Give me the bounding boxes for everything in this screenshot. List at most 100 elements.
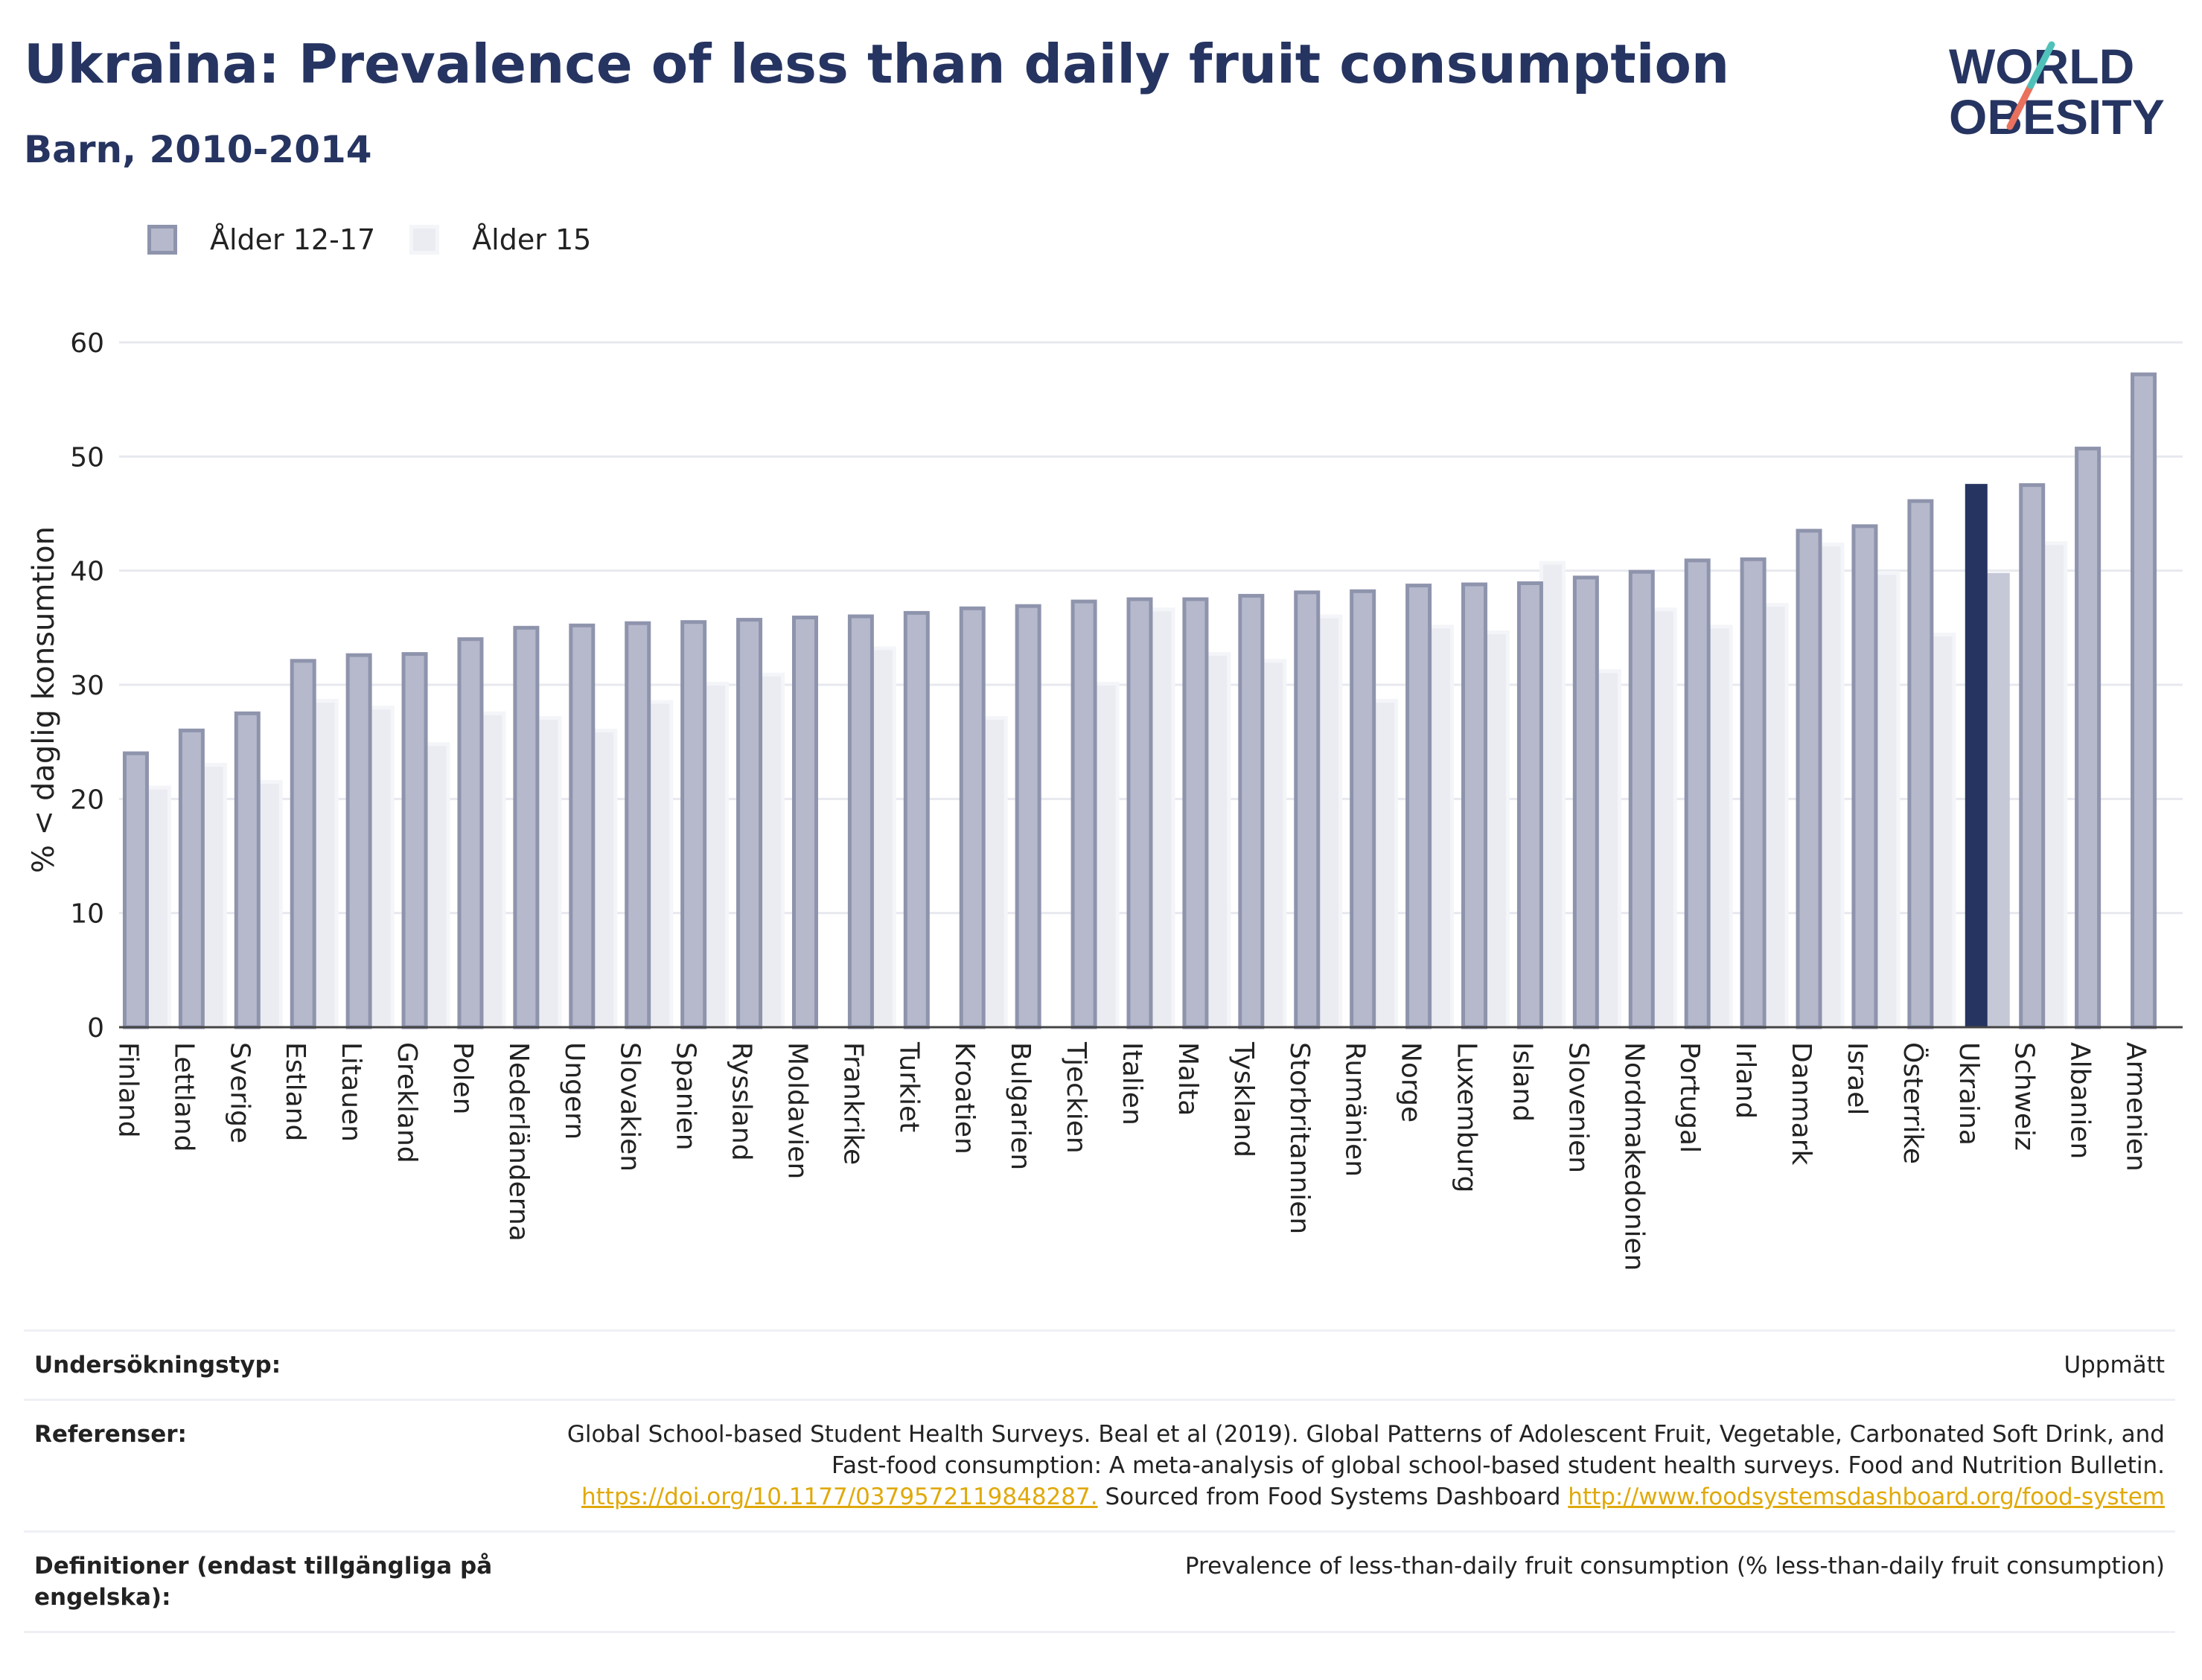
bar-age-15[interactable] bbox=[1762, 603, 1789, 1029]
bar-age-15[interactable] bbox=[1874, 571, 1901, 1029]
bar-age-15[interactable] bbox=[1595, 669, 1621, 1029]
dashboard-link[interactable]: http://www.foodsystemsdashboard.org/food… bbox=[1568, 1483, 2165, 1510]
bar-age-12-17[interactable] bbox=[1740, 557, 1767, 1029]
definitions-value: Prevalence of less-than-daily fruit cons… bbox=[1184, 1553, 2165, 1580]
bar-age-12-17[interactable] bbox=[1516, 581, 1543, 1029]
bar-age-12-17[interactable] bbox=[1350, 589, 1376, 1029]
info-table: Undersökningstyp: Uppmätt Referenser: Gl… bbox=[24, 1329, 2175, 1633]
references-value: Global School-based Student Health Surve… bbox=[557, 1419, 2165, 1513]
bar-age-12-17[interactable] bbox=[1965, 484, 1988, 1027]
bar-age-12-17[interactable] bbox=[1405, 584, 1432, 1029]
doi-link[interactable]: https://doi.org/10.1177/0379572119848287… bbox=[581, 1483, 1098, 1510]
bar-age-12-17[interactable] bbox=[847, 614, 874, 1029]
x-tick-label: Slovenien bbox=[1563, 1042, 1593, 1173]
x-tick-label: Spanien bbox=[671, 1042, 701, 1151]
bar-age-12-17[interactable] bbox=[290, 659, 316, 1029]
bar-age-15[interactable] bbox=[591, 728, 618, 1029]
x-tick-label: Armenien bbox=[2121, 1042, 2151, 1172]
bar-age-15[interactable] bbox=[1706, 625, 1733, 1029]
bar-age-12-17[interactable] bbox=[1572, 575, 1599, 1029]
bar-age-15[interactable] bbox=[1818, 542, 1845, 1029]
bar-age-15[interactable] bbox=[703, 681, 730, 1029]
table-row-references: Referenser: Global School-based Student … bbox=[24, 1401, 2175, 1533]
bar-age-12-17[interactable] bbox=[1126, 597, 1153, 1029]
bar-age-15[interactable] bbox=[869, 646, 896, 1029]
bar-age-15[interactable] bbox=[1204, 652, 1231, 1029]
bar-age-12-17[interactable] bbox=[345, 653, 372, 1029]
x-tick-label: Tjeckien bbox=[1061, 1041, 1091, 1154]
bar-age-12-17[interactable] bbox=[569, 623, 596, 1029]
bar-age-12-17[interactable] bbox=[2019, 483, 2046, 1029]
bar-age-12-17[interactable] bbox=[122, 751, 149, 1029]
bar-age-15[interactable] bbox=[759, 672, 785, 1029]
survey-type-label: Undersökningstyp: bbox=[34, 1352, 281, 1379]
x-tick-label: Luxemburg bbox=[1452, 1042, 1482, 1192]
page-subtitle: Barn, 2010-2014 bbox=[24, 128, 372, 171]
bar-age-15[interactable] bbox=[1372, 698, 1399, 1029]
x-tick-label: Estland bbox=[280, 1042, 310, 1141]
x-tick-label: Schweiz bbox=[2009, 1042, 2040, 1151]
bar-age-12-17[interactable] bbox=[791, 616, 818, 1029]
references-text: Global School-based Student Health Surve… bbox=[567, 1421, 2165, 1479]
x-tick-label: Nordmakedonien bbox=[1618, 1042, 1649, 1271]
bar-age-12-17[interactable] bbox=[1851, 524, 1878, 1029]
bar-age-15[interactable] bbox=[1260, 659, 1287, 1029]
bar-age-15[interactable] bbox=[1149, 607, 1175, 1029]
page-title: Ukraina: Prevalence of less than daily f… bbox=[24, 33, 1730, 95]
bar-age-15[interactable] bbox=[144, 785, 171, 1029]
bar-age-12-17[interactable] bbox=[178, 728, 205, 1029]
bar-age-15[interactable] bbox=[981, 715, 1008, 1029]
x-tick-label: Tyskland bbox=[1228, 1041, 1259, 1157]
bar-age-15[interactable] bbox=[535, 715, 562, 1029]
y-tick-label: 10 bbox=[70, 899, 104, 930]
bar-age-12-17[interactable] bbox=[457, 637, 484, 1029]
bar-age-15[interactable] bbox=[479, 711, 506, 1029]
bar-age-15[interactable] bbox=[424, 742, 450, 1029]
bar-age-15[interactable] bbox=[1987, 572, 2010, 1027]
bar-age-12-17[interactable] bbox=[1628, 569, 1655, 1029]
bar-age-15[interactable] bbox=[1930, 633, 1956, 1029]
bar-age-12-17[interactable] bbox=[1684, 558, 1711, 1029]
x-tick-label: Island bbox=[1507, 1042, 1537, 1122]
bar-age-12-17[interactable] bbox=[1238, 593, 1265, 1029]
bar-age-12-17[interactable] bbox=[1294, 590, 1321, 1029]
legend-item-age-12-17[interactable]: Ålder 12-17 bbox=[147, 223, 375, 256]
bar-age-12-17[interactable] bbox=[959, 606, 986, 1029]
bar-age-15[interactable] bbox=[312, 698, 339, 1029]
x-tick-label: Moldavien bbox=[782, 1042, 812, 1179]
bar-age-12-17[interactable] bbox=[680, 620, 707, 1029]
bar-age-12-17[interactable] bbox=[2075, 447, 2102, 1029]
bar-chart: 0 10 20 30 40 50 60 Finland Lettland Sverige Estl… bbox=[27, 328, 2183, 1271]
bar-age-15[interactable] bbox=[1650, 607, 1677, 1029]
bar-age-12-17[interactable] bbox=[736, 618, 763, 1029]
bars bbox=[122, 372, 2157, 1029]
bar-age-12-17[interactable] bbox=[1907, 499, 1934, 1029]
bar-age-12-17[interactable] bbox=[903, 610, 930, 1029]
bar-age-12-17[interactable] bbox=[1070, 599, 1097, 1029]
bar-age-12-17[interactable] bbox=[513, 625, 540, 1029]
bar-age-15[interactable] bbox=[1093, 681, 1120, 1029]
bar-age-15[interactable] bbox=[1428, 625, 1455, 1029]
bar-age-12-17[interactable] bbox=[625, 621, 651, 1029]
bar-age-12-17[interactable] bbox=[234, 711, 261, 1029]
y-axis-ticks: 0 10 20 30 40 50 60 bbox=[70, 328, 104, 1044]
bar-age-15[interactable] bbox=[256, 779, 283, 1029]
legend-item-age-15[interactable]: Ålder 15 bbox=[409, 223, 591, 256]
bar-age-15[interactable] bbox=[1539, 560, 1566, 1029]
bar-age-12-17[interactable] bbox=[1015, 604, 1041, 1029]
bar-age-12-17[interactable] bbox=[2131, 372, 2157, 1029]
bar-age-12-17[interactable] bbox=[401, 652, 428, 1029]
bar-age-12-17[interactable] bbox=[1461, 582, 1488, 1029]
bar-age-12-17[interactable] bbox=[1182, 597, 1209, 1029]
bar-age-15[interactable] bbox=[1316, 614, 1343, 1029]
bar-age-15[interactable] bbox=[1484, 630, 1510, 1029]
x-tick-label: Finland bbox=[112, 1042, 143, 1138]
bar-age-15[interactable] bbox=[368, 706, 395, 1029]
x-tick-label: Österrike bbox=[1898, 1042, 1929, 1164]
legend-label-age-15: Ålder 15 bbox=[472, 223, 592, 256]
bar-age-15[interactable] bbox=[647, 700, 674, 1029]
bar-age-15[interactable] bbox=[2041, 541, 2068, 1029]
bar-age-12-17[interactable] bbox=[1796, 528, 1822, 1029]
survey-type-value: Uppmätt bbox=[2064, 1352, 2165, 1379]
bar-age-15[interactable] bbox=[200, 762, 227, 1029]
